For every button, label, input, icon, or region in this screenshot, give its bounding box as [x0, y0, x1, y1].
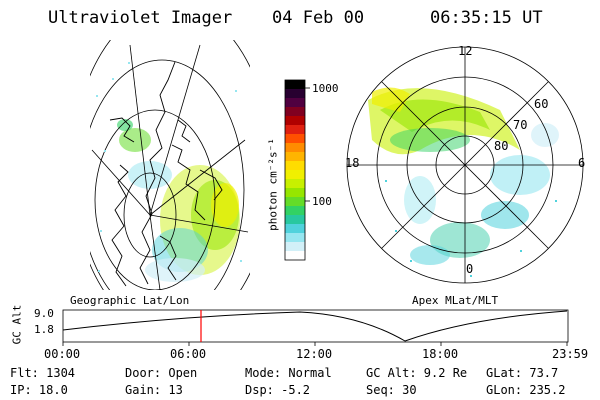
mlat-mlt-map: [346, 46, 584, 284]
colorbar-stripe: [285, 215, 305, 225]
status-gain: Gain: 13: [125, 383, 183, 397]
right-noise-pixels: [385, 180, 557, 277]
altitude-x-ticks: [62, 342, 568, 346]
status-gc-alt: GC Alt: 9.2 Re: [366, 366, 468, 380]
colorbar-stripe: [285, 251, 305, 261]
geographic-map: [90, 40, 250, 290]
instrument-title: Ultraviolet Imager: [48, 8, 233, 28]
colorbar-stripe: [285, 152, 305, 162]
altitude-plot-frame: [62, 309, 569, 343]
status-glon: GLon: 235.2: [486, 383, 566, 397]
altitude-xtick-2359: 23:59: [552, 347, 589, 361]
altitude-plot: [62, 309, 569, 346]
colorbar-stripe: [285, 125, 305, 135]
colorbar-stripe: [285, 206, 305, 216]
colorbar-stripe: [285, 98, 305, 108]
altitude-xtick-0600: 06:00: [170, 347, 207, 361]
altitude-xtick-0000: 00:00: [44, 347, 81, 361]
mlt-label-0: 0: [466, 262, 474, 276]
colorbar-stripe: [285, 188, 305, 198]
mlat-label-80: 80: [494, 139, 509, 153]
colorbar-stripe: [285, 179, 305, 189]
mlt-label-6: 6: [578, 156, 586, 170]
status-glat: GLat: 73.7: [486, 366, 559, 380]
geographic-grid: [90, 40, 250, 290]
colorbar-stripe: [285, 233, 305, 243]
status-flight: Flt: 1304: [10, 366, 76, 380]
altitude-ytick-1-8: 1.8: [34, 323, 54, 336]
status-mode: Mode: Normal: [245, 366, 332, 380]
colorbar-stripe: [285, 242, 305, 252]
altitude-ylabel: GC Alt: [10, 304, 24, 345]
left-noise-pixels: [96, 62, 242, 272]
colorbar-label-1000: 1000: [312, 82, 339, 95]
colorbar-stripe: [285, 224, 305, 234]
observation-date: 04 Feb 00: [272, 8, 365, 28]
mlt-label-12: 12: [458, 44, 473, 58]
colorbar-stripe: [285, 116, 305, 126]
colorbar-stripe: [285, 134, 305, 144]
mlat-label-70: 70: [513, 118, 528, 132]
geographic-caption: Geographic Lat/Lon: [70, 294, 190, 307]
colorbar-stripe: [285, 197, 305, 207]
colorbar-stripe: [285, 89, 305, 99]
status-seq: Seq: 30: [366, 383, 417, 397]
colorbar-stripe: [285, 80, 305, 90]
observation-time: 06:35:15 UT: [430, 8, 543, 28]
colorbar-stripes: [285, 80, 305, 261]
status-door: Door: Open: [125, 366, 198, 380]
colorbar-stripe: [285, 161, 305, 171]
colorbar-unit-label: photon cm⁻²s⁻¹: [266, 138, 280, 231]
status-ip: IP: 18.0: [10, 383, 68, 397]
coastlines: [109, 61, 223, 287]
colorbar-stripe: [285, 107, 305, 117]
colorbar-stripe: [285, 170, 305, 180]
status-dsp: Dsp: -5.2: [245, 383, 311, 397]
colorbar-label-100: 100: [312, 195, 332, 208]
left-aurora-emission: [117, 119, 240, 282]
apex-caption: Apex MLat/MLT: [412, 294, 499, 307]
altitude-ytick-9: 9.0: [34, 307, 54, 320]
colorbar: [284, 79, 310, 261]
altitude-curve: [62, 310, 568, 342]
mlt-label-18: 18: [345, 156, 360, 170]
right-aurora-emission: [368, 87, 559, 265]
colorbar-stripe: [285, 143, 305, 153]
mlat-label-60: 60: [534, 97, 549, 111]
altitude-xtick-1200: 12:00: [296, 347, 333, 361]
polar-grid: [346, 46, 584, 284]
altitude-xtick-1800: 18:00: [422, 347, 459, 361]
